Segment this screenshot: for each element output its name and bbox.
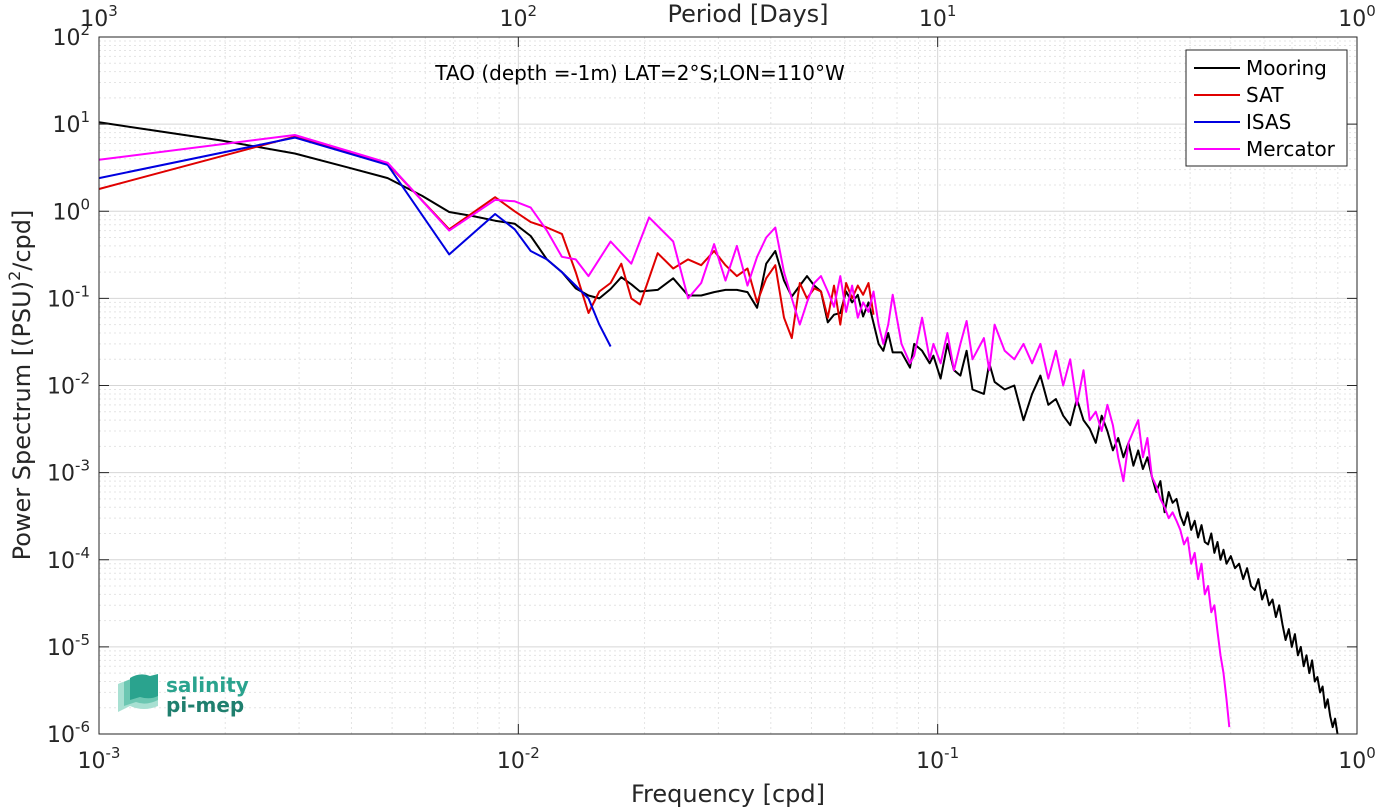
y-tick-label: 101 <box>52 108 90 138</box>
x-tick-label: 10-3 <box>78 744 121 774</box>
x-axis-title: Frequency [cpd] <box>631 780 825 808</box>
y-axis-title-main: Power Spectrum [(PSU) <box>8 281 36 560</box>
logo-line1: salinity <box>166 673 249 697</box>
y-tick-label-exp: 2 <box>80 21 90 39</box>
y-tick-label-base: 10 <box>47 636 75 661</box>
series-line-isas <box>98 136 612 347</box>
salinity-pi-mep-logo: salinity pi-mep <box>118 673 249 717</box>
legend-label-mooring: Mooring <box>1246 56 1327 80</box>
x-tick-label-base: 10 <box>916 749 944 774</box>
top-tick-label-exp: 1 <box>947 2 957 20</box>
y-tick-label: 10-6 <box>47 718 90 748</box>
top-tick-label-exp: 3 <box>108 2 118 20</box>
y-tick-label: 10-3 <box>47 457 90 487</box>
y-tick-label: 10-1 <box>47 282 90 312</box>
y-axis-title-exp: 2 <box>5 271 24 281</box>
y-tick-label-base: 10 <box>47 462 75 487</box>
top-tick-label: 102 <box>500 2 538 32</box>
x-tick-label-exp: -3 <box>106 744 121 762</box>
legend-items: Mooring SAT ISAS Mercator <box>1194 56 1336 161</box>
y-tick-label-exp: -5 <box>75 631 90 649</box>
x-tick-label: 100 <box>1338 744 1376 774</box>
legend-label-isas: ISAS <box>1246 110 1291 134</box>
x-tick-label-base: 10 <box>497 749 525 774</box>
y-tick-label-base: 10 <box>47 375 75 400</box>
legend-label-sat: SAT <box>1246 83 1284 107</box>
top-tick-label: 100 <box>1338 2 1376 32</box>
y-tick-label-base: 10 <box>52 200 80 225</box>
top-tick-label-base: 10 <box>80 7 108 32</box>
y-tick-label-exp: -6 <box>75 718 90 736</box>
top-axis-title: Period [Days] <box>667 0 828 28</box>
y-axis-title: Power Spectrum [(PSU)2/cpd] <box>5 210 36 561</box>
x-tick-label-base: 10 <box>1338 749 1366 774</box>
logo-waves-icon <box>118 674 158 712</box>
top-tick-label-base: 10 <box>919 7 947 32</box>
x-tick-label: 10-2 <box>497 744 540 774</box>
top-tick-label-exp: 0 <box>1366 2 1376 20</box>
x-tick-label-exp: 0 <box>1366 744 1376 762</box>
series-line-mercator <box>98 134 1231 728</box>
y-tick-label: 10-4 <box>47 544 90 574</box>
y-tick-label-exp: -4 <box>75 544 90 562</box>
top-tick-label-exp: 2 <box>528 2 538 20</box>
top-tick-label-base: 10 <box>500 7 528 32</box>
y-tick-label-exp: -3 <box>75 457 90 475</box>
y-axis-title-rest: /cpd] <box>8 210 36 271</box>
legend-label-mercator: Mercator <box>1246 137 1336 161</box>
y-tick-label-base: 10 <box>47 723 75 748</box>
legend-box <box>1185 49 1348 167</box>
y-tick-label: 10-2 <box>47 370 90 400</box>
plot-title: TAO (depth =-1m) LAT=2°S;LON=110°W <box>434 61 845 85</box>
legend: Mooring SAT ISAS Mercator <box>1185 49 1348 167</box>
y-tick-label-exp: 1 <box>80 108 90 126</box>
series-lines <box>98 121 1339 735</box>
y-tick-label: 102 <box>52 21 90 51</box>
x-tick-label-exp: -2 <box>525 744 540 762</box>
y-tick-label: 10-5 <box>47 631 90 661</box>
top-tick-label: 101 <box>919 2 957 32</box>
top-tick-label-base: 10 <box>1338 7 1366 32</box>
y-tick-label-base: 10 <box>52 113 80 138</box>
y-tick-label: 100 <box>52 195 90 225</box>
y-tick-label-exp: 0 <box>80 195 90 213</box>
y-tick-label-exp: -1 <box>75 282 90 300</box>
x-tick-label-base: 10 <box>78 749 106 774</box>
x-tick-label: 10-1 <box>916 744 959 774</box>
y-tick-label-base: 10 <box>47 287 75 312</box>
y-tick-label-exp: -2 <box>75 370 90 388</box>
x-tick-label-exp: -1 <box>944 744 959 762</box>
y-tick-label-base: 10 <box>47 549 75 574</box>
y-tick-label-base: 10 <box>52 26 80 51</box>
logo-line2: pi-mep <box>166 693 244 717</box>
series-line-mooring <box>98 121 1339 735</box>
top-tick-label: 103 <box>80 2 118 32</box>
